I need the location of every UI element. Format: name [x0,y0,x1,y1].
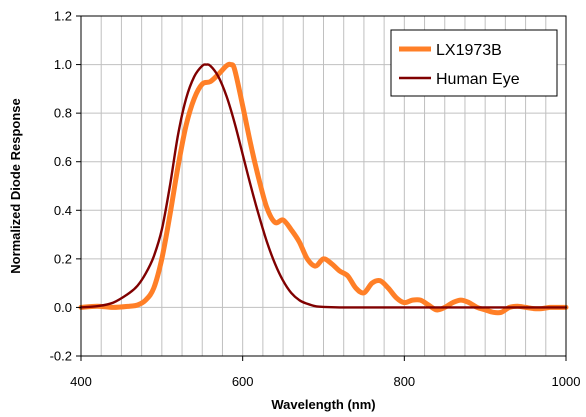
y-tick-label: -0.2 [50,349,72,364]
y-tick-label: 0.4 [54,203,72,218]
series-layer [78,61,569,316]
tick-labels: -0.2 0.0 0.2 0.4 0.6 0.8 1.0 1.2 400 600 800 1000 [50,9,581,390]
legend-label-lx1973b: LX1973B [436,42,502,59]
y-tick-label: 0.0 [54,300,72,315]
y-axis-title: Normalized Diode Response [8,98,23,274]
legend-label-human-eye: Human Eye [436,71,520,88]
legend: LX1973B Human Eye [390,29,558,97]
plot-frame [80,15,567,357]
y-tick-label: 1.0 [54,57,72,72]
x-tick-label: 400 [70,374,92,389]
x-tick-label: 1000 [552,374,581,389]
y-tick-label: 1.2 [54,9,72,24]
x-tick-label: 600 [232,374,254,389]
tick-marks [76,15,567,361]
legend-box [390,29,558,97]
series-line-human-eye [79,63,568,309]
y-tick-label: 0.8 [54,106,72,121]
y-tick-label: 0.6 [54,154,72,169]
y-tick-label: 0.2 [54,251,72,266]
series-line-lx1973b [78,61,569,316]
x-axis-title: Wavelength (nm) [271,397,375,412]
x-tick-label: 800 [393,374,415,389]
